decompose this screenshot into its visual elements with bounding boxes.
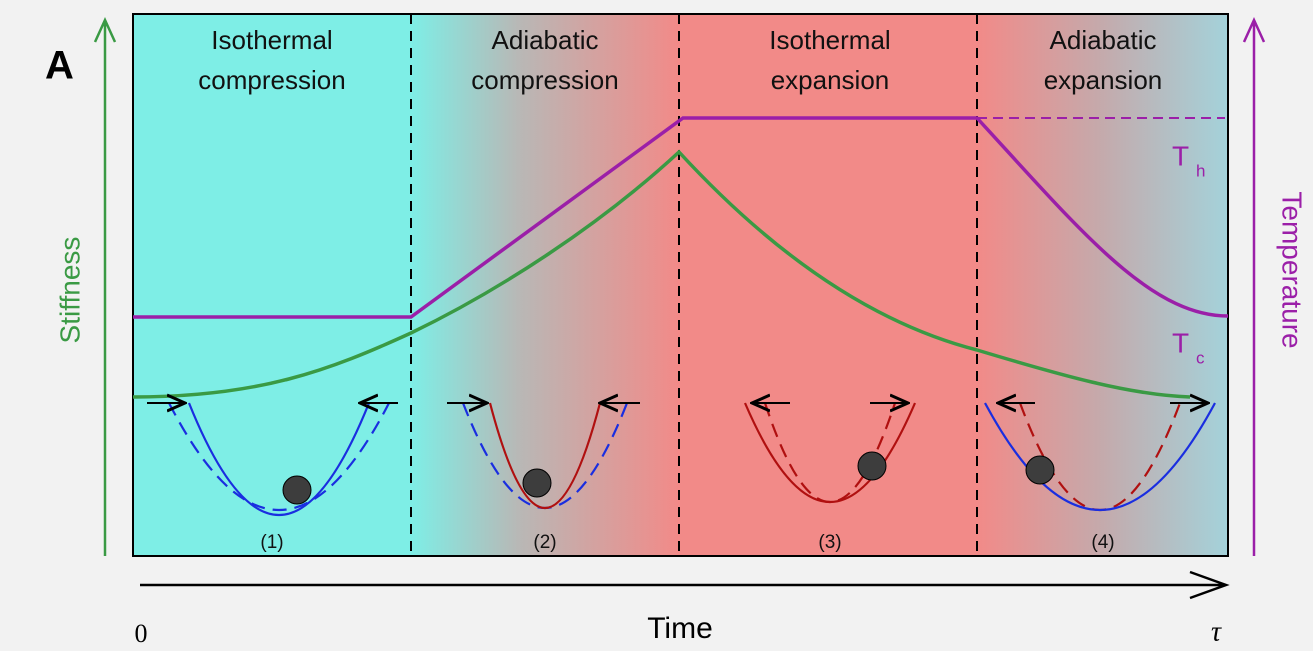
phase-bg bbox=[977, 14, 1228, 556]
phase-bg bbox=[133, 14, 411, 556]
th-subscript: h bbox=[1196, 161, 1205, 180]
phase-title: Isothermal bbox=[211, 25, 332, 55]
stage-label: (1) bbox=[260, 532, 283, 553]
temperature-label: Temperature bbox=[1277, 191, 1308, 348]
potentials bbox=[168, 402, 1216, 517]
phase-title: compression bbox=[198, 65, 345, 95]
tc-symbol: T bbox=[1172, 327, 1189, 358]
time-label: Time bbox=[647, 612, 713, 645]
stiffness-curve bbox=[132, 149, 1191, 399]
time-end: τ bbox=[1211, 616, 1222, 647]
phase-title: expansion bbox=[1044, 65, 1163, 95]
tc-subscript: c bbox=[1196, 348, 1205, 367]
phase-title: Adiabatic bbox=[1050, 25, 1157, 55]
temperature-curve bbox=[133, 116, 1229, 319]
time-start: 0 bbox=[135, 619, 148, 648]
dividers bbox=[410, 14, 978, 556]
phase-title: Adiabatic bbox=[492, 25, 599, 55]
frame bbox=[132, 13, 1229, 557]
stage-label: (2) bbox=[533, 532, 556, 553]
phase-title: Isothermal bbox=[769, 25, 890, 55]
particles bbox=[282, 451, 1055, 505]
th-symbol: T bbox=[1172, 140, 1189, 171]
stage-label: (4) bbox=[1091, 532, 1114, 553]
phase-title: expansion bbox=[771, 65, 890, 95]
panel-label: A bbox=[45, 44, 74, 88]
phase-title: compression bbox=[471, 65, 618, 95]
stiffness-label: Stiffness bbox=[54, 237, 85, 344]
stage-label: (3) bbox=[818, 532, 841, 553]
phase-bg bbox=[679, 14, 977, 556]
axis-arrows bbox=[93, 16, 1266, 600]
